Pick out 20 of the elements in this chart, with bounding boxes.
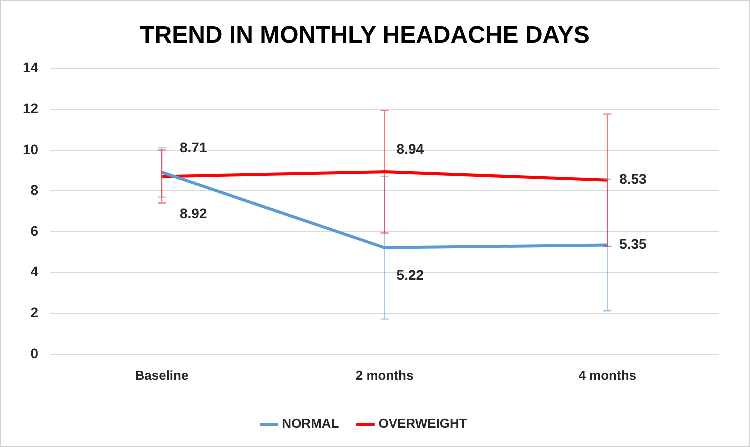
y-tick-label: 12: [22, 100, 39, 116]
legend-label: NORMAL: [282, 416, 340, 432]
y-tick-label: 10: [22, 141, 39, 158]
y-tick-label: 6: [30, 222, 39, 239]
y-tick-label: 0: [30, 345, 39, 362]
y-tick-label: 8: [30, 182, 39, 198]
legend-label: OVERWEIGHT: [378, 416, 468, 432]
y-tick-label: 2: [30, 304, 39, 320]
data-label: 8.71: [180, 140, 208, 156]
data-label: 8.94: [396, 140, 424, 157]
x-tick-label: 2 months: [356, 368, 414, 383]
chart-title: TREND IN MONTHLY HEADACHE DAYS: [140, 22, 590, 50]
data-label: 8.92: [180, 205, 208, 222]
y-tick-label: 14: [22, 60, 39, 76]
y-tick-label: 4: [30, 264, 39, 280]
data-label: 5.35: [620, 236, 648, 252]
x-tick-label: 4 months: [578, 368, 636, 383]
data-label: 8.53: [620, 171, 648, 188]
x-tick-label: Baseline: [135, 368, 189, 383]
data-label: 5.22: [396, 266, 424, 283]
